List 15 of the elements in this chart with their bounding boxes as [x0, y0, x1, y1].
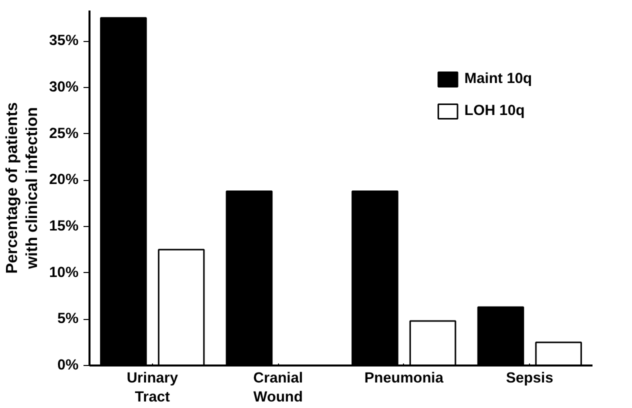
y-axis-title: Percentage of patients with clinical infection [4, 102, 42, 274]
y-tick-label: 0% [57, 358, 79, 374]
x-tick-label: Sepsis [506, 370, 554, 386]
x-tick-label: Pneumonia [364, 370, 444, 386]
y-tick-label: 15% [49, 218, 79, 234]
y-tick-label: 5% [57, 311, 79, 328]
legend-label: Maint 10q [464, 71, 532, 87]
y-tick-label: 35% [49, 33, 79, 50]
y-tick-label: 10% [49, 264, 79, 281]
legend-label: LOH 10q [464, 103, 525, 119]
x-tick-label: Urinary Tract [126, 370, 179, 406]
y-tick-label: 30% [49, 79, 79, 96]
y-tick-label: 20% [49, 172, 79, 188]
y-tick-label: 25% [49, 126, 79, 142]
x-tick-label: Cranial Wound [253, 370, 303, 406]
